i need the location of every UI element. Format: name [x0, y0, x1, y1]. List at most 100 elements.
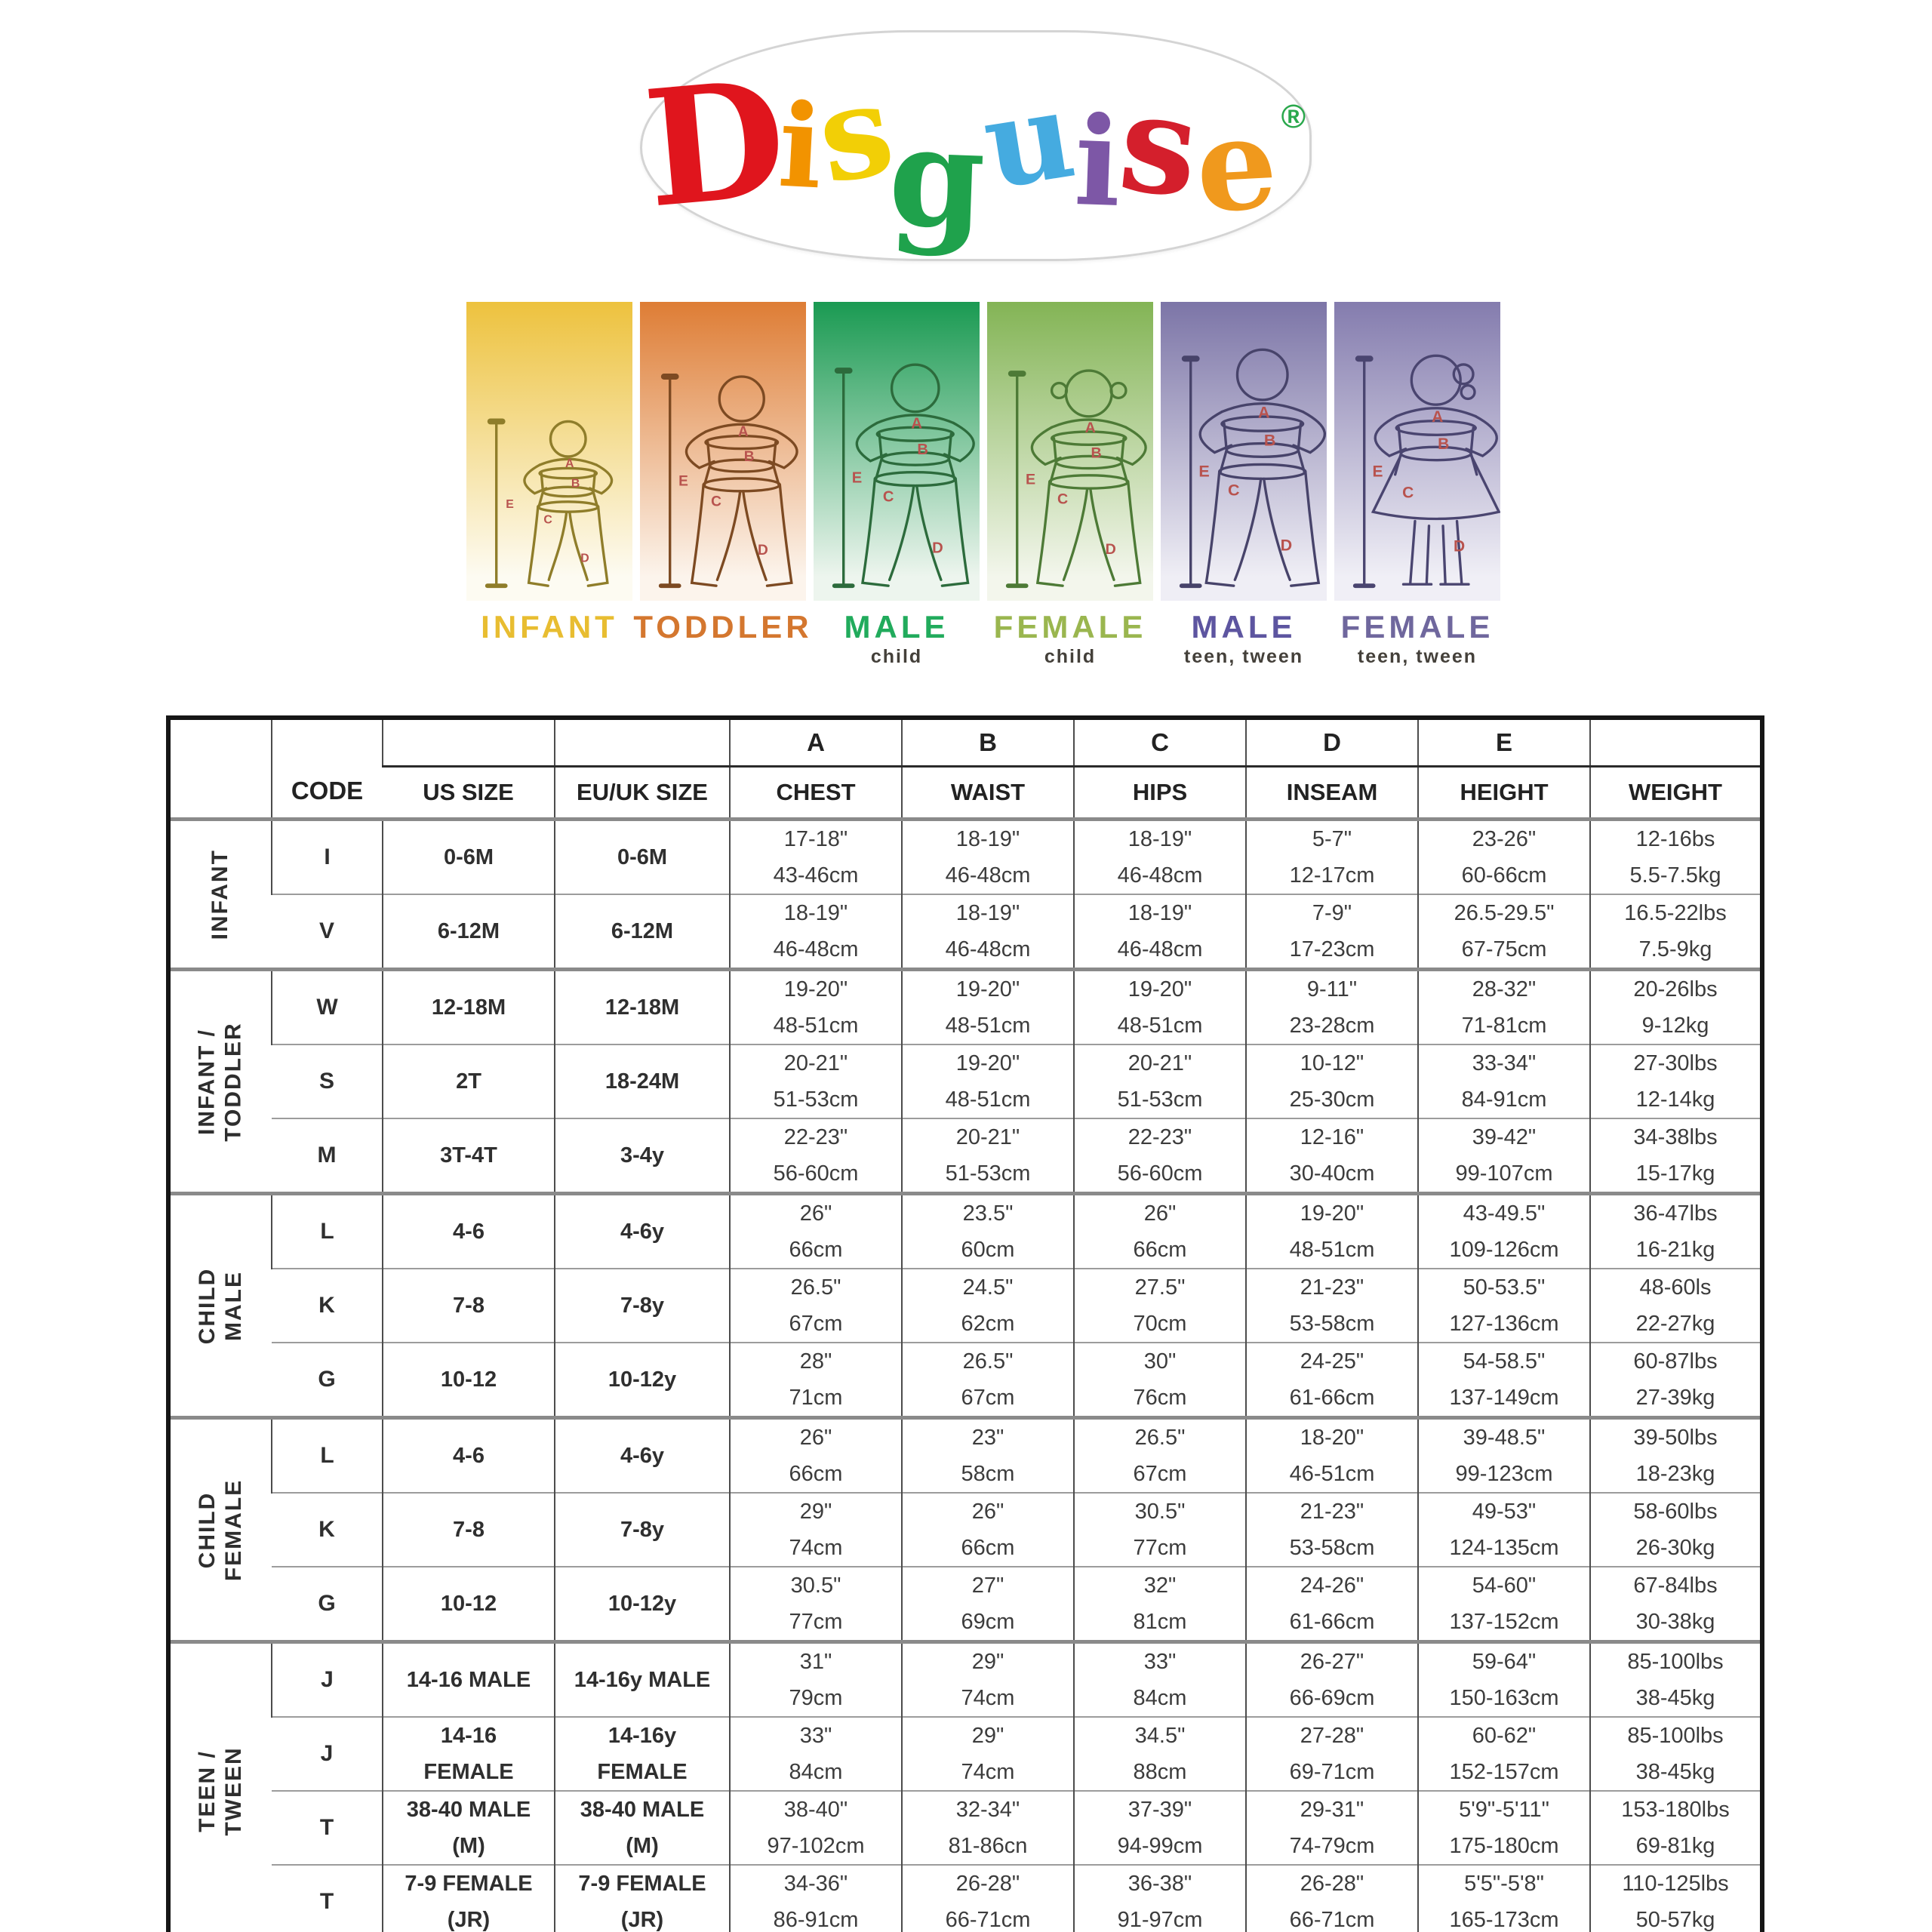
cell-inseam: 18-20" 46-51cm	[1245, 1416, 1418, 1493]
cell-line: 19-20"	[955, 1051, 1020, 1075]
cell-line: 79cm	[789, 1685, 843, 1710]
cell-chest: 33" 84cm	[729, 1716, 902, 1791]
cell-line: 12-14kg	[1635, 1087, 1715, 1112]
cell-line: 91-97cm	[1117, 1907, 1203, 1932]
cell-waist: 19-20" 48-51cm	[901, 1044, 1074, 1118]
group-label-cell: CHILD MALE	[168, 1192, 272, 1418]
group-label-cell: INFANT	[168, 817, 272, 970]
cell-line: 30.5"	[790, 1573, 841, 1598]
cell-line: (M)	[626, 1833, 659, 1858]
cell-line: 24-25"	[1300, 1349, 1364, 1374]
cell-line: 84-91cm	[1461, 1087, 1547, 1112]
logo-letter-3: s	[807, 53, 903, 213]
cell-line: 15-17kg	[1635, 1161, 1715, 1186]
cell-line: 24-26"	[1300, 1573, 1364, 1598]
table-row: CHILD FEMALE L 4-6 4-6y 26" 66cm 23" 58cm 26.5" 6…	[168, 1416, 1762, 1642]
cell-lines: 4-6y	[556, 1197, 729, 1268]
cell-lines: 48-60ls 22-27kg	[1592, 1270, 1760, 1342]
cell-inseam: 10-12" 25-30cm	[1245, 1044, 1418, 1118]
cell-line: 74cm	[961, 1685, 1015, 1710]
cell-line: 56-60cm	[773, 1161, 859, 1186]
cell-lines: 27-30lbs 12-14kg	[1592, 1046, 1760, 1118]
cell-line: 38-45kg	[1635, 1685, 1715, 1710]
cell-lines: 26.5-29.5" 67-75cm	[1420, 896, 1589, 968]
cell-lines: 9-11" 23-28cm	[1247, 973, 1417, 1044]
cell-line: 81-86cn	[948, 1833, 1028, 1858]
cell-line: 46-48cm	[1117, 937, 1203, 961]
cell-lines: 50-53.5" 127-136cm	[1420, 1270, 1589, 1342]
cell-lines: 2T	[384, 1046, 554, 1118]
cell-us-size: 12-18M	[382, 968, 555, 1044]
measure-letter-C: C	[1402, 485, 1414, 502]
cell-height: 54-60" 137-152cm	[1417, 1566, 1590, 1642]
cell-line: 85-100lbs	[1627, 1649, 1724, 1674]
cell-code: W	[271, 968, 383, 1044]
cell-hips: 18-19" 46-48cm	[1073, 894, 1246, 970]
cell-line: 5-7"	[1312, 826, 1352, 851]
cell-line: 60-62"	[1472, 1723, 1537, 1748]
cell-line: 32"	[1143, 1573, 1177, 1598]
cell-lines: 28-32" 71-81cm	[1420, 973, 1589, 1044]
cell-us-size: 6-12M	[382, 894, 555, 970]
cell-line: 7-8	[453, 1293, 485, 1318]
measure-letter-A: A	[1258, 404, 1270, 422]
cell-line: 7-8y	[620, 1517, 665, 1542]
cell-lines: 39-48.5" 99-123cm	[1420, 1421, 1589, 1492]
cell-eu-size: 14-16y MALE	[554, 1640, 730, 1717]
cell-line: 46-51cm	[1289, 1461, 1375, 1486]
measure-letter-A: A	[911, 415, 922, 432]
cell-line: 27.5"	[1134, 1275, 1186, 1300]
figure-sublabel: child	[870, 646, 923, 667]
cell-line: 14-16 MALE	[406, 1667, 531, 1692]
table-header-names-row: US SIZE EU/UK SIZE CHEST WAIST HIPS INSEAM HEI…	[168, 766, 1762, 821]
cell-lines: 26" 66cm	[1075, 1197, 1245, 1268]
measure-letter-D: D	[932, 540, 943, 557]
cell-lines: 5'9"-5'11" 175-180cm	[1420, 1792, 1589, 1864]
cell-lines: 85-100lbs 38-45kg	[1592, 1645, 1760, 1716]
cell-line: 48-51cm	[1117, 1013, 1203, 1038]
cell-lines: 110-125lbs 50-57kg	[1592, 1866, 1760, 1932]
cell-code: L	[271, 1192, 383, 1269]
cell-waist: 23.5" 60cm	[901, 1192, 1074, 1269]
logo-letter-7: s	[1112, 62, 1206, 229]
cell-line: 18-19"	[955, 900, 1020, 925]
cell-line: 50-57kg	[1635, 1907, 1715, 1932]
cell-us-size: 38-40 MALE (M)	[382, 1790, 555, 1865]
cell-lines: 7-8y	[556, 1494, 729, 1566]
header-spacer-us-size	[382, 718, 555, 768]
cell-lines: 7-9" 17-23cm	[1247, 896, 1417, 968]
cell-line: 88cm	[1133, 1759, 1187, 1784]
cell-line: 48-60ls	[1639, 1275, 1712, 1300]
cell-line: 48-51cm	[1289, 1237, 1375, 1262]
cell-lines: 19-20" 48-51cm	[903, 1046, 1073, 1118]
group-label: INFANT	[171, 823, 271, 968]
cell-code: K	[272, 1268, 383, 1343]
cell-line: 7-8	[453, 1517, 485, 1542]
cell-line: 26"	[1143, 1201, 1177, 1226]
cell-line: (M)	[452, 1833, 485, 1858]
cell-lines: 36-38" 91-97cm	[1075, 1866, 1245, 1932]
cell-line: 10-12y	[608, 1367, 677, 1392]
cell-line: 21-23"	[1300, 1275, 1364, 1300]
cell-line: 7.5-9kg	[1638, 937, 1712, 961]
cell-lines: 12-16" 30-40cm	[1247, 1120, 1417, 1192]
cell-us-size: 10-12	[382, 1342, 555, 1418]
cell-line: 26"	[971, 1499, 1004, 1524]
cell-lines: 3T-4T	[384, 1120, 554, 1192]
cell-lines: 29" 74cm	[731, 1494, 901, 1566]
cell-lines: 31" 79cm	[731, 1645, 901, 1716]
cell-line: 74cm	[789, 1535, 843, 1560]
cell-line: 4-6y	[620, 1443, 665, 1468]
cell-line: 5'9"-5'11"	[1459, 1797, 1549, 1822]
cell-line: 50-53.5"	[1463, 1275, 1546, 1300]
cell-inseam: 27-28" 69-71cm	[1245, 1716, 1418, 1791]
cell-lines: 29-31" 74-79cm	[1247, 1792, 1417, 1864]
cell-line: 38-40"	[783, 1797, 848, 1822]
cell-height: 54-58.5" 137-149cm	[1417, 1342, 1590, 1418]
cell-chest: 17-18" 43-46cm	[729, 817, 902, 894]
cell-line: 26-30kg	[1635, 1535, 1715, 1560]
cell-chest: 30.5" 77cm	[729, 1566, 902, 1642]
table-corner-cell	[168, 718, 272, 820]
cell-chest: 20-21" 51-53cm	[729, 1044, 902, 1118]
